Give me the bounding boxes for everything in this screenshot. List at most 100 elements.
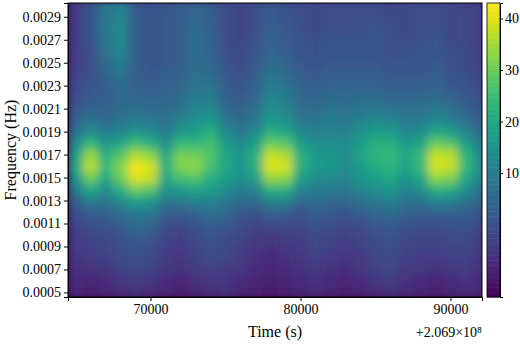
heatmap-cell <box>68 126 84 138</box>
heatmap-cell <box>173 114 189 126</box>
heatmap-cell <box>83 229 99 241</box>
heatmap-cell <box>413 195 429 207</box>
heatmap-cell <box>143 183 159 195</box>
heatmap-cell <box>98 11 114 23</box>
heatmap-cell <box>443 172 459 184</box>
heatmap-cell <box>83 23 99 35</box>
heatmap-cell <box>308 195 324 207</box>
heatmap-cell <box>353 68 369 80</box>
heatmap-cell <box>308 160 324 172</box>
heatmap-cell <box>248 11 264 23</box>
heatmap-cell <box>428 195 444 207</box>
heatmap-cell <box>188 229 204 241</box>
heatmap-cell <box>368 206 384 218</box>
axis-line <box>69 298 483 302</box>
heatmap-cell <box>83 91 99 103</box>
heatmap-cell <box>398 206 414 218</box>
heatmap-cell <box>413 103 429 115</box>
tick-label: 0.0015 <box>23 171 62 186</box>
heatmap-cell <box>173 287 189 297</box>
heatmap-cell <box>338 275 354 287</box>
heatmap-cell <box>293 287 309 297</box>
heatmap-cell <box>398 160 414 172</box>
heatmap-cell <box>443 149 459 161</box>
heatmap-cell <box>413 206 429 218</box>
tick-label: 20 <box>505 115 519 130</box>
heatmap-cell <box>323 252 339 264</box>
heatmap-cell <box>83 160 99 172</box>
tick: 10 <box>500 166 519 181</box>
heatmap-cell <box>383 218 399 230</box>
heatmap-cell <box>98 34 114 46</box>
heatmap-cell <box>113 241 129 253</box>
chart-svg: 7000080000900000.00050.00070.00090.00110… <box>0 0 520 346</box>
heatmap-cell <box>413 218 429 230</box>
heatmap-cell <box>158 183 174 195</box>
heatmap-cell <box>308 264 324 276</box>
heatmap-cell <box>68 275 84 287</box>
heatmap-cell <box>218 137 234 149</box>
heatmap-cell <box>83 34 99 46</box>
heatmap-cell <box>98 103 114 115</box>
heatmap-cell <box>218 3 234 12</box>
tick-mark <box>64 63 68 64</box>
heatmap-cell <box>278 80 294 92</box>
heatmap-cell <box>368 103 384 115</box>
heatmap-cell <box>308 91 324 103</box>
heatmap-cell <box>428 45 444 57</box>
tick-mark <box>64 224 68 225</box>
heatmap-cell <box>113 57 129 69</box>
heatmap-cell <box>473 126 482 138</box>
heatmap-cell <box>293 3 309 12</box>
heatmap-cell <box>248 264 264 276</box>
heatmap-cell <box>353 275 369 287</box>
heatmap-cell <box>353 126 369 138</box>
heatmap-cell <box>218 103 234 115</box>
tick: 20 <box>500 115 519 130</box>
heatmap-cell <box>398 80 414 92</box>
heatmap-cell <box>233 241 249 253</box>
heatmap-cell <box>353 183 369 195</box>
heatmap-cell <box>383 114 399 126</box>
heatmap-cell <box>158 57 174 69</box>
heatmap-cell <box>458 57 474 69</box>
heatmap-cell <box>173 91 189 103</box>
heatmap-cell <box>323 206 339 218</box>
heatmap-cell <box>188 103 204 115</box>
tick: 0.0007 <box>23 262 69 277</box>
heatmap-cell <box>383 241 399 253</box>
heatmap-cell <box>83 287 99 297</box>
heatmap-cell <box>443 103 459 115</box>
heatmap-cell <box>293 183 309 195</box>
heatmap-cell <box>113 275 129 287</box>
heatmap-cell <box>188 80 204 92</box>
tick-label: 40 <box>505 11 519 26</box>
tick-mark <box>64 155 68 156</box>
heatmap-cell <box>173 57 189 69</box>
heatmap-cell <box>338 218 354 230</box>
tick-label: 0.0025 <box>23 56 62 71</box>
heatmap-cell <box>143 80 159 92</box>
heatmap-cell <box>308 241 324 253</box>
heatmap-cell <box>458 80 474 92</box>
heatmap-cell <box>203 229 219 241</box>
heatmap-cell <box>113 126 129 138</box>
heatmap-cell <box>443 45 459 57</box>
heatmap-cell <box>353 11 369 23</box>
heatmap-cell <box>248 91 264 103</box>
heatmap-cell <box>263 149 279 161</box>
heatmap-cell <box>113 137 129 149</box>
heatmap-cell <box>218 287 234 297</box>
heatmap-cell <box>98 172 114 184</box>
heatmap-cell <box>218 91 234 103</box>
heatmap-cell <box>413 11 429 23</box>
heatmap-cell <box>98 264 114 276</box>
heatmap-cell <box>233 126 249 138</box>
heatmap-cell <box>353 218 369 230</box>
heatmap-cell <box>68 91 84 103</box>
heatmap-cell <box>473 206 482 218</box>
heatmap-cell <box>98 183 114 195</box>
heatmap-cell <box>248 57 264 69</box>
heatmap-cell <box>68 23 84 35</box>
heatmap-cell <box>98 287 114 297</box>
